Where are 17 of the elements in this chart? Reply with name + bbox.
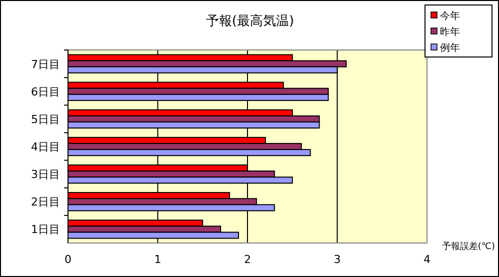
x-tick-label: 4 <box>424 253 430 266</box>
y-tick-label: 6日目 <box>31 85 60 98</box>
y-tick-label: 4日目 <box>31 140 60 154</box>
y-tick-label: 2日目 <box>31 196 60 209</box>
x-tick-label: 2 <box>244 253 251 266</box>
x-tick-label: 3 <box>334 253 341 266</box>
legend-label: 例年 <box>440 42 460 54</box>
chart-title: 予報(最高気温) <box>206 13 294 29</box>
legend-label: 今年 <box>440 10 460 22</box>
y-tick-label: 5日目 <box>31 112 60 126</box>
x-tick-label: 0 <box>64 253 72 266</box>
y-tick-label: 3日目 <box>31 168 60 182</box>
y-tick-label: 1日目 <box>31 223 60 236</box>
x-axis-title: 予報誤差(℃) <box>442 241 495 252</box>
legend-label: 昨年 <box>440 26 460 38</box>
y-tick-label: 7日目 <box>31 58 60 71</box>
x-tick-label: 1 <box>154 253 162 266</box>
